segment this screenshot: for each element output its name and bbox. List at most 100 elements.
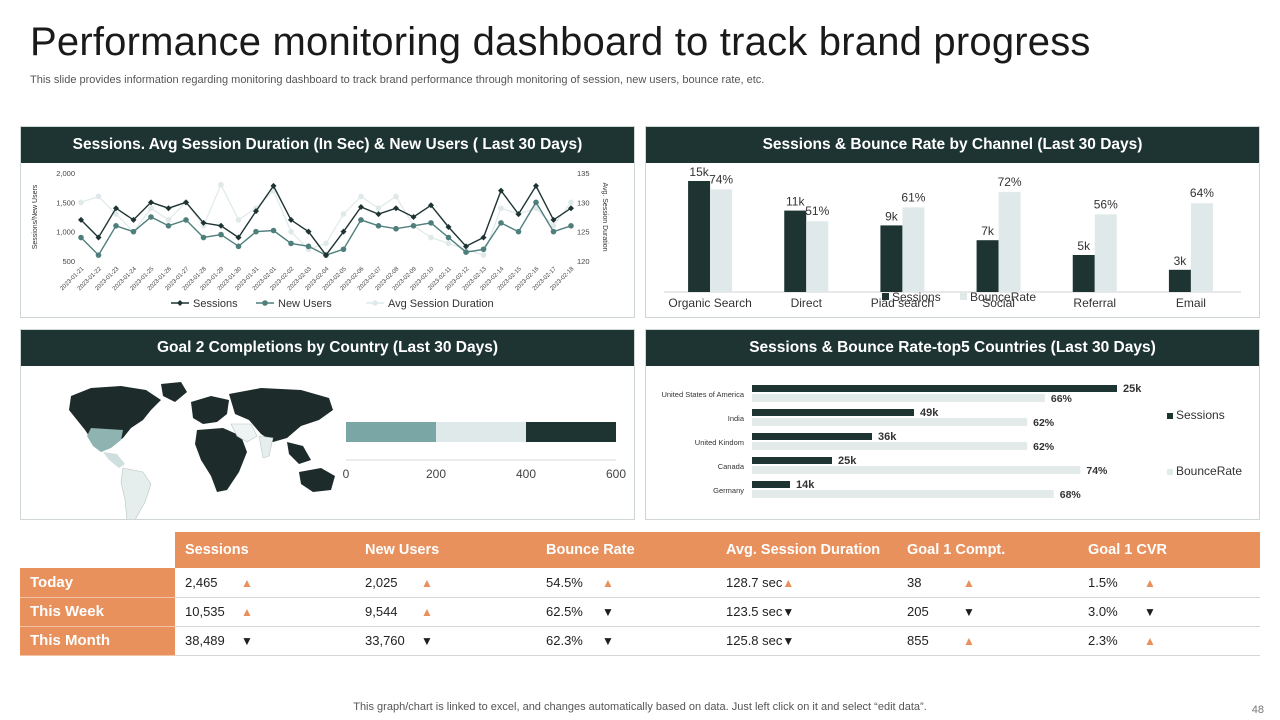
bounce-data-label: 74% <box>1086 465 1108 477</box>
sessions-data-label: 49k <box>920 407 939 419</box>
data-point <box>183 217 189 223</box>
kpi-corner <box>20 532 175 568</box>
kpi-cell: 62.5% ▼ <box>536 597 716 627</box>
world-map-icon <box>69 382 335 519</box>
data-point <box>305 243 312 250</box>
trend-up-icon: ▲ <box>1144 634 1156 648</box>
stacked-segment <box>436 422 526 442</box>
top5-title: Sessions & Bounce Rate-top5 Countries (L… <box>646 330 1259 366</box>
trend-up-icon: ▲ <box>421 575 433 590</box>
data-point <box>428 234 434 241</box>
data-point <box>218 222 224 229</box>
legend-label: BounceRate <box>1176 464 1242 478</box>
kpi-value: 38,489 <box>185 633 225 648</box>
data-point <box>498 220 504 226</box>
data-point <box>253 208 259 215</box>
goal-country-chart[interactable]: 0 200 400 600 <box>21 366 634 519</box>
sessions-trend-chart[interactable]: 2,000 1,500 1,000 500 135 130 125 120 Sessions/N… <box>21 163 634 317</box>
kpi-cell: 62.3% ▼ <box>536 626 716 656</box>
legend-swatch <box>960 293 967 300</box>
kpi-value: 2,465 <box>185 574 218 590</box>
data-point <box>323 240 329 247</box>
bar-sessions <box>976 240 999 292</box>
data-point <box>568 205 574 212</box>
bar-sessions <box>784 210 807 292</box>
y-tick-label: 1,500 <box>56 198 75 207</box>
kpi-row: This Week 10,535 ▲ 9,544 ▲ 62.5% ▼ 123.5 sec▼ 20… <box>20 597 1260 627</box>
legend-label: Sessions <box>1176 408 1225 422</box>
kpi-cell: 2,465 ▲ <box>175 568 355 598</box>
data-point <box>235 217 242 223</box>
kpi-cell: 10,535 ▲ <box>175 597 355 627</box>
data-point <box>428 220 434 226</box>
stacked-segment <box>346 422 436 442</box>
bar-sessions <box>688 181 711 292</box>
y-tick-label: 1,000 <box>56 228 75 237</box>
category-label: Direct <box>791 296 823 310</box>
sessions-trend-panel: Sessions. Avg Session Duration (In Sec) … <box>20 126 635 318</box>
legend-marker <box>177 300 183 306</box>
data-point <box>375 205 382 211</box>
trend-up-icon: ▲ <box>421 605 433 619</box>
data-point <box>270 182 277 189</box>
kpi-table: Sessions New Users Bounce Rate Avg. Sess… <box>20 532 1260 656</box>
trend-down-icon: ▼ <box>421 634 433 648</box>
data-point <box>393 205 399 212</box>
kpi-value: 62.3% <box>546 633 583 648</box>
kpi-value: 125.8 sec <box>726 633 783 648</box>
sessions-data-label: 14k <box>796 479 815 491</box>
country-label: Germany <box>713 486 744 495</box>
kpi-cell: 1.5% ▲ <box>1078 568 1260 598</box>
bar-bounce-rate <box>752 418 1028 426</box>
kpi-value: 128.7 sec <box>726 574 783 590</box>
kpi-cell: 38 ▲ <box>897 568 1078 598</box>
bounce-data-label: 56% <box>1094 197 1118 211</box>
bar-sessions <box>880 225 903 292</box>
bar-bounce-rate <box>752 394 1045 402</box>
data-point <box>130 228 137 235</box>
category-label: Referral <box>1073 296 1116 310</box>
data-point <box>410 223 417 229</box>
data-point <box>533 199 539 206</box>
y-axis-label: Sessions/New Users <box>32 184 39 249</box>
kpi-cell: 2,025 ▲ <box>355 568 536 598</box>
data-point <box>410 214 417 220</box>
bar-sessions <box>1168 269 1191 292</box>
kpi-value: 123.5 sec <box>726 604 783 619</box>
bar-sessions <box>1072 255 1095 292</box>
legend-label: Sessions <box>892 290 941 304</box>
trend-down-icon: ▼ <box>963 605 975 619</box>
sessions-data-label: 11k <box>786 195 805 209</box>
y2-tick-label: 130 <box>577 198 590 207</box>
data-point <box>165 205 172 212</box>
bar-bounce-rate <box>752 466 1081 474</box>
data-point <box>358 204 364 211</box>
y2-axis-label: Avg. Session Duration <box>601 182 608 251</box>
kpi-value: 38 <box>907 574 922 590</box>
trend-down-icon: ▼ <box>782 634 795 648</box>
legend-marker <box>262 300 268 306</box>
top5-chart[interactable]: United States of America 25k 66% India 49k 62… <box>646 366 1259 519</box>
kpi-cell: 123.5 sec▼ <box>716 597 897 627</box>
country-label: Canada <box>718 462 745 471</box>
bounce-data-label: 72% <box>998 175 1022 189</box>
data-point <box>323 252 329 259</box>
data-point <box>148 199 154 206</box>
data-point <box>393 225 399 232</box>
sessions-data-label: 25k <box>838 455 857 467</box>
x-tick-label: 400 <box>516 467 536 481</box>
bounce-data-label: 51% <box>805 204 829 218</box>
data-point <box>463 249 469 255</box>
data-point <box>568 199 574 206</box>
data-point <box>148 205 154 211</box>
y2-tick-label: 120 <box>577 257 590 266</box>
country-label: United States of America <box>661 390 744 399</box>
sessions-data-label: 3k <box>1174 254 1188 268</box>
kpi-row: Today 2,465 ▲ 2,025 ▲ 54.5% ▲ 128.7 sec▲ 38 ▲ 1.5%… <box>20 568 1260 598</box>
data-point <box>165 223 172 229</box>
kpi-cell: 54.5% ▲ <box>536 568 716 598</box>
kpi-value: 9,544 <box>365 604 398 619</box>
trend-up-icon: ▲ <box>1144 575 1156 590</box>
data-point <box>183 199 189 206</box>
